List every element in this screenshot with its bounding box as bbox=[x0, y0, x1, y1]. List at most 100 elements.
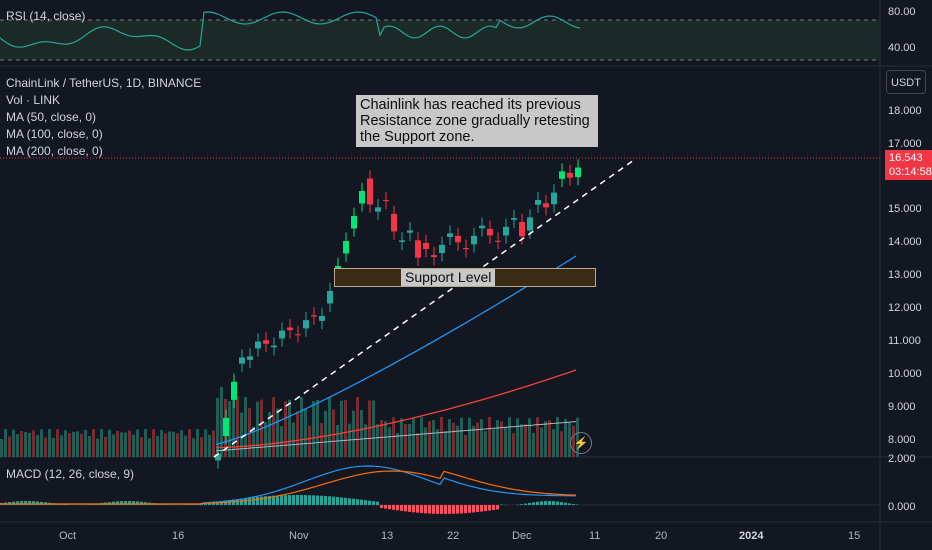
volume-bar bbox=[484, 431, 487, 457]
macd-histogram-bar bbox=[128, 501, 131, 505]
macd-histogram-bar bbox=[408, 505, 411, 512]
volume-bar bbox=[360, 409, 363, 457]
volume-bar bbox=[284, 401, 287, 457]
macd-histogram-bar bbox=[528, 502, 531, 505]
volume-bar bbox=[516, 418, 519, 457]
volume-bar bbox=[528, 418, 531, 457]
volume-bar bbox=[184, 435, 187, 457]
macd-histogram-bar bbox=[556, 501, 559, 505]
macd-histogram-bar bbox=[188, 504, 191, 505]
volume-bar bbox=[332, 409, 335, 457]
volume-bar bbox=[524, 424, 527, 457]
rsi-band bbox=[0, 20, 880, 60]
macd-histogram-bar bbox=[296, 495, 299, 505]
candle-body bbox=[511, 218, 517, 220]
macd-histogram-bar bbox=[540, 501, 543, 505]
volume-bar bbox=[108, 429, 111, 457]
last-price-badge: 16.543 03:14:58 bbox=[885, 150, 932, 180]
volume-bar bbox=[112, 434, 115, 457]
volume-bar bbox=[352, 410, 355, 457]
lightning-icon[interactable]: ⚡ bbox=[570, 432, 592, 454]
x-tick-nov: Nov bbox=[289, 530, 309, 542]
volume-bar bbox=[132, 434, 135, 457]
macd-histogram-bar bbox=[548, 501, 551, 505]
volume-bar bbox=[556, 417, 559, 457]
candle-body bbox=[439, 244, 445, 254]
currency-button[interactable]: USDT bbox=[886, 70, 926, 94]
macd-histogram-bar bbox=[356, 499, 359, 505]
macd-histogram-bar bbox=[568, 503, 571, 505]
volume-bar bbox=[40, 429, 43, 457]
macd-histogram-bar bbox=[292, 495, 295, 505]
macd-histogram-bar bbox=[416, 505, 419, 513]
volume-bar bbox=[428, 421, 431, 457]
volume-bar bbox=[568, 422, 571, 457]
volume-bar bbox=[8, 436, 11, 457]
volume-bar bbox=[36, 435, 39, 457]
volume-bar bbox=[412, 418, 415, 457]
volume-bar bbox=[144, 429, 147, 457]
volume-bar bbox=[308, 425, 311, 457]
macd-label: MACD (12, 26, close, 9) bbox=[6, 467, 135, 481]
macd-histogram-bar bbox=[288, 495, 291, 505]
volume-bar bbox=[376, 424, 379, 457]
volume-bar bbox=[408, 424, 411, 457]
macd-histogram-bar bbox=[404, 505, 407, 512]
candle-body bbox=[367, 178, 373, 205]
candle-countdown: 03:14:58 bbox=[889, 166, 932, 178]
macd-level-2: 2.000 bbox=[888, 453, 916, 465]
volume-bar bbox=[432, 420, 435, 457]
volume-bar bbox=[280, 426, 283, 457]
volume-bar bbox=[420, 417, 423, 457]
volume-bar bbox=[312, 401, 315, 457]
volume-bar bbox=[520, 424, 523, 457]
volume-bar bbox=[4, 429, 7, 457]
macd-histogram-bar bbox=[348, 498, 351, 505]
rsi-level-40: 40.00 bbox=[888, 42, 916, 54]
volume-bar bbox=[396, 433, 399, 457]
candle-body bbox=[455, 235, 461, 243]
y-tick-12: 12.000 bbox=[888, 302, 922, 314]
macd-histogram-bar bbox=[332, 496, 335, 505]
volume-bar bbox=[232, 387, 235, 457]
volume-bar bbox=[560, 431, 563, 457]
x-tick-dec: Dec bbox=[512, 530, 532, 542]
candle-body bbox=[407, 230, 413, 233]
volume-bar bbox=[32, 430, 35, 457]
volume-bar bbox=[532, 432, 535, 457]
volume-bar bbox=[64, 430, 67, 457]
support-zone[interactable]: Support Level bbox=[334, 268, 596, 287]
volume-bar bbox=[72, 431, 75, 457]
macd-histogram-bar bbox=[88, 504, 91, 505]
candle-body bbox=[215, 454, 221, 461]
macd-histogram-bar bbox=[400, 505, 403, 511]
volume-bar bbox=[300, 397, 303, 457]
macd-histogram-bar bbox=[484, 505, 487, 512]
volume-bar bbox=[504, 427, 507, 457]
volume-bar bbox=[252, 426, 255, 457]
macd-histogram-bar bbox=[340, 497, 343, 505]
candle-body bbox=[287, 327, 293, 331]
volume-bar bbox=[340, 400, 343, 457]
volume-bar bbox=[372, 400, 375, 457]
volume-bar bbox=[168, 431, 171, 457]
volume-bar bbox=[244, 397, 247, 457]
volume-bar bbox=[416, 432, 419, 457]
volume-bar bbox=[264, 421, 267, 457]
macd-histogram-bar bbox=[268, 495, 271, 505]
analysis-callout[interactable]: Chainlink has reached its previous Resis… bbox=[356, 95, 598, 147]
macd-histogram-bar bbox=[472, 505, 475, 513]
volume-bar bbox=[288, 399, 291, 457]
candle-body bbox=[383, 200, 389, 202]
volume-bar bbox=[552, 429, 555, 457]
macd-histogram-bar bbox=[440, 505, 443, 514]
macd-histogram-bar bbox=[524, 503, 527, 505]
volume-bar bbox=[236, 396, 239, 457]
volume-bar bbox=[316, 399, 319, 457]
volume-bar bbox=[492, 429, 495, 457]
volume-bar bbox=[0, 439, 3, 457]
ascending-trendline bbox=[213, 159, 635, 458]
macd-histogram-bar bbox=[136, 501, 139, 505]
volume-bar bbox=[380, 420, 383, 457]
